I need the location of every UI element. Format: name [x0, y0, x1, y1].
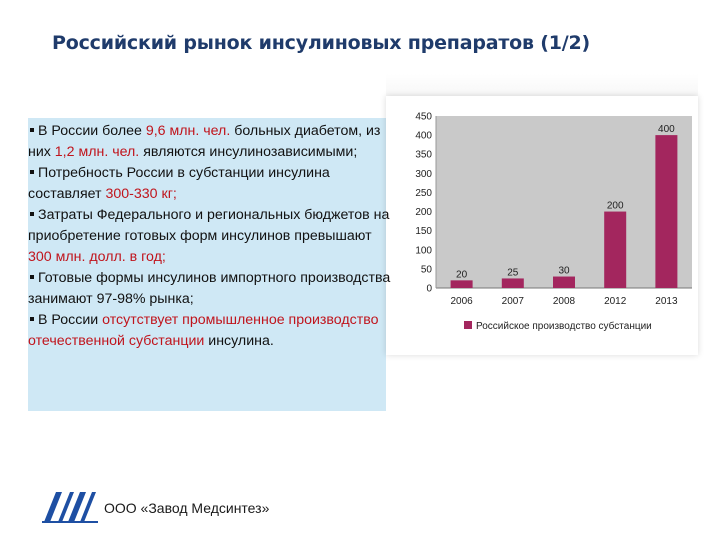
bullet-text: В России [38, 312, 103, 328]
bar [604, 211, 627, 288]
plot-area [436, 116, 692, 288]
y-tick-label: 300 [415, 169, 432, 180]
bullet-text: В России более [38, 123, 146, 139]
bullet-text: Потребность России в субстанции инсулина… [28, 165, 330, 202]
data-label: 25 [507, 267, 519, 278]
y-tick-label: 200 [415, 207, 432, 218]
slide-title: Российский рынок инсулиновых препаратов … [52, 32, 591, 54]
legend-label: Российское производство субстанции [476, 320, 652, 332]
footer: ООО «Завод Медсинтез» [42, 490, 342, 526]
y-tick-label: 150 [415, 226, 432, 237]
text-panel [28, 118, 386, 411]
bullet-text: Готовые формы инсулинов импортного произ… [28, 270, 391, 307]
x-tick-label: 2007 [502, 296, 525, 307]
data-label: 30 [558, 266, 570, 277]
y-tick-label: 250 [415, 188, 432, 199]
x-tick-label: 2012 [604, 296, 627, 307]
bullet-item: В России более 9,6 млн. чел. больных диа… [28, 121, 392, 163]
bullet-text: являются инсулинозависимыми; [139, 144, 358, 160]
y-tick-label: 400 [415, 131, 432, 142]
bullet-item: Затраты Федерального и региональных бюдж… [28, 205, 392, 268]
y-tick-label: 50 [421, 264, 433, 275]
highlight-text: 1,2 млн. чел. [54, 144, 140, 160]
bullet-item: Готовые формы инсулинов импортного произ… [28, 268, 392, 310]
bullet-marker-icon [30, 316, 34, 321]
y-tick-label: 0 [426, 284, 432, 295]
medsintez-logo-icon [42, 492, 98, 523]
bullet-item: Потребность России в субстанции инсулина… [28, 163, 392, 205]
company-name: ООО «Завод Медсинтез» [104, 500, 270, 516]
bar [501, 278, 524, 288]
highlight-text: 9,6 млн. чел. [145, 123, 231, 139]
data-label: 400 [658, 124, 675, 135]
bar [450, 280, 473, 288]
bullet-text: Затраты Федерального и региональных бюдж… [28, 207, 390, 244]
highlight-text: отсутствует промышленное производство от… [28, 312, 379, 349]
chart-top-edge [386, 74, 698, 98]
y-tick-label: 100 [415, 245, 432, 256]
chart-card: 0 50 100 150 200 250 300 350 400 450 20 2006 25 2007 3… [386, 96, 698, 355]
bullet-marker-icon [30, 274, 34, 279]
x-tick-label: 2013 [655, 296, 678, 307]
bullet-text: инсулина. [204, 333, 274, 349]
y-tick-label: 450 [415, 112, 432, 123]
bullet-item: В России отсутствует промышленное произв… [28, 310, 392, 352]
data-label: 200 [607, 201, 624, 212]
bullet-marker-icon [30, 211, 34, 216]
y-tick-label: 350 [415, 150, 432, 161]
bullet-marker-icon [30, 169, 34, 174]
bar [655, 135, 678, 288]
legend-swatch [464, 321, 472, 329]
bar [553, 276, 575, 288]
x-tick-label: 2006 [450, 296, 473, 307]
bullet-list: В России более 9,6 млн. чел. больных диа… [28, 121, 392, 352]
bullet-text: больных диабетом, из них [28, 123, 381, 160]
data-label: 20 [456, 269, 468, 280]
bar-chart: 0 50 100 150 200 250 300 350 400 450 20 2006 25 2007 3… [415, 112, 692, 332]
x-tick-label: 2008 [553, 296, 576, 307]
highlight-text: 300 млн. долл. в год; [28, 249, 166, 265]
bullet-marker-icon [30, 127, 34, 132]
highlight-text: 300-330 кг; [105, 186, 177, 202]
